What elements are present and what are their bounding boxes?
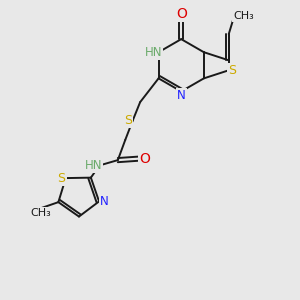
- Text: HN: HN: [145, 46, 162, 59]
- Text: N: N: [100, 195, 108, 208]
- Text: CH₃: CH₃: [31, 208, 51, 218]
- Text: CH₃: CH₃: [233, 11, 254, 21]
- Text: S: S: [124, 114, 132, 127]
- Text: S: S: [58, 172, 66, 184]
- Text: HN: HN: [85, 159, 102, 172]
- Text: O: O: [139, 152, 150, 166]
- Text: N: N: [177, 89, 186, 102]
- Text: S: S: [228, 64, 236, 77]
- Text: O: O: [176, 7, 187, 21]
